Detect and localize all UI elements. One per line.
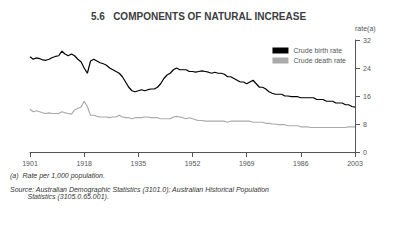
svg-text:8: 8	[363, 121, 367, 128]
svg-text:Crude death rate: Crude death rate	[293, 57, 346, 64]
svg-text:24: 24	[363, 65, 371, 72]
svg-text:rate(a): rate(a)	[355, 25, 376, 33]
svg-text:1952: 1952	[185, 160, 201, 167]
svg-text:16: 16	[363, 93, 371, 100]
svg-text:Source: Australian Demographic: Source: Australian Demographic Statistic…	[10, 186, 269, 193]
svg-text:0: 0	[363, 149, 367, 156]
svg-text:2003: 2003	[347, 160, 363, 167]
svg-text:1969: 1969	[239, 160, 255, 167]
svg-text:(a) Rate per 1,000 population: (a) Rate per 1,000 population.	[10, 172, 105, 180]
svg-text:Statistics (3105.0.65.001).: Statistics (3105.0.65.001).	[10, 193, 109, 201]
svg-text:1986: 1986	[293, 160, 309, 167]
svg-text:32: 32	[363, 37, 371, 44]
svg-text:Crude birth rate: Crude birth rate	[293, 47, 342, 54]
svg-text:5.6 COMPONENTS OF NATURAL IN: 5.6 COMPONENTS OF NATURAL INCREASE	[91, 11, 307, 22]
svg-text:1901: 1901	[22, 160, 38, 167]
svg-text:1935: 1935	[131, 160, 147, 167]
svg-text:1918: 1918	[76, 160, 92, 167]
